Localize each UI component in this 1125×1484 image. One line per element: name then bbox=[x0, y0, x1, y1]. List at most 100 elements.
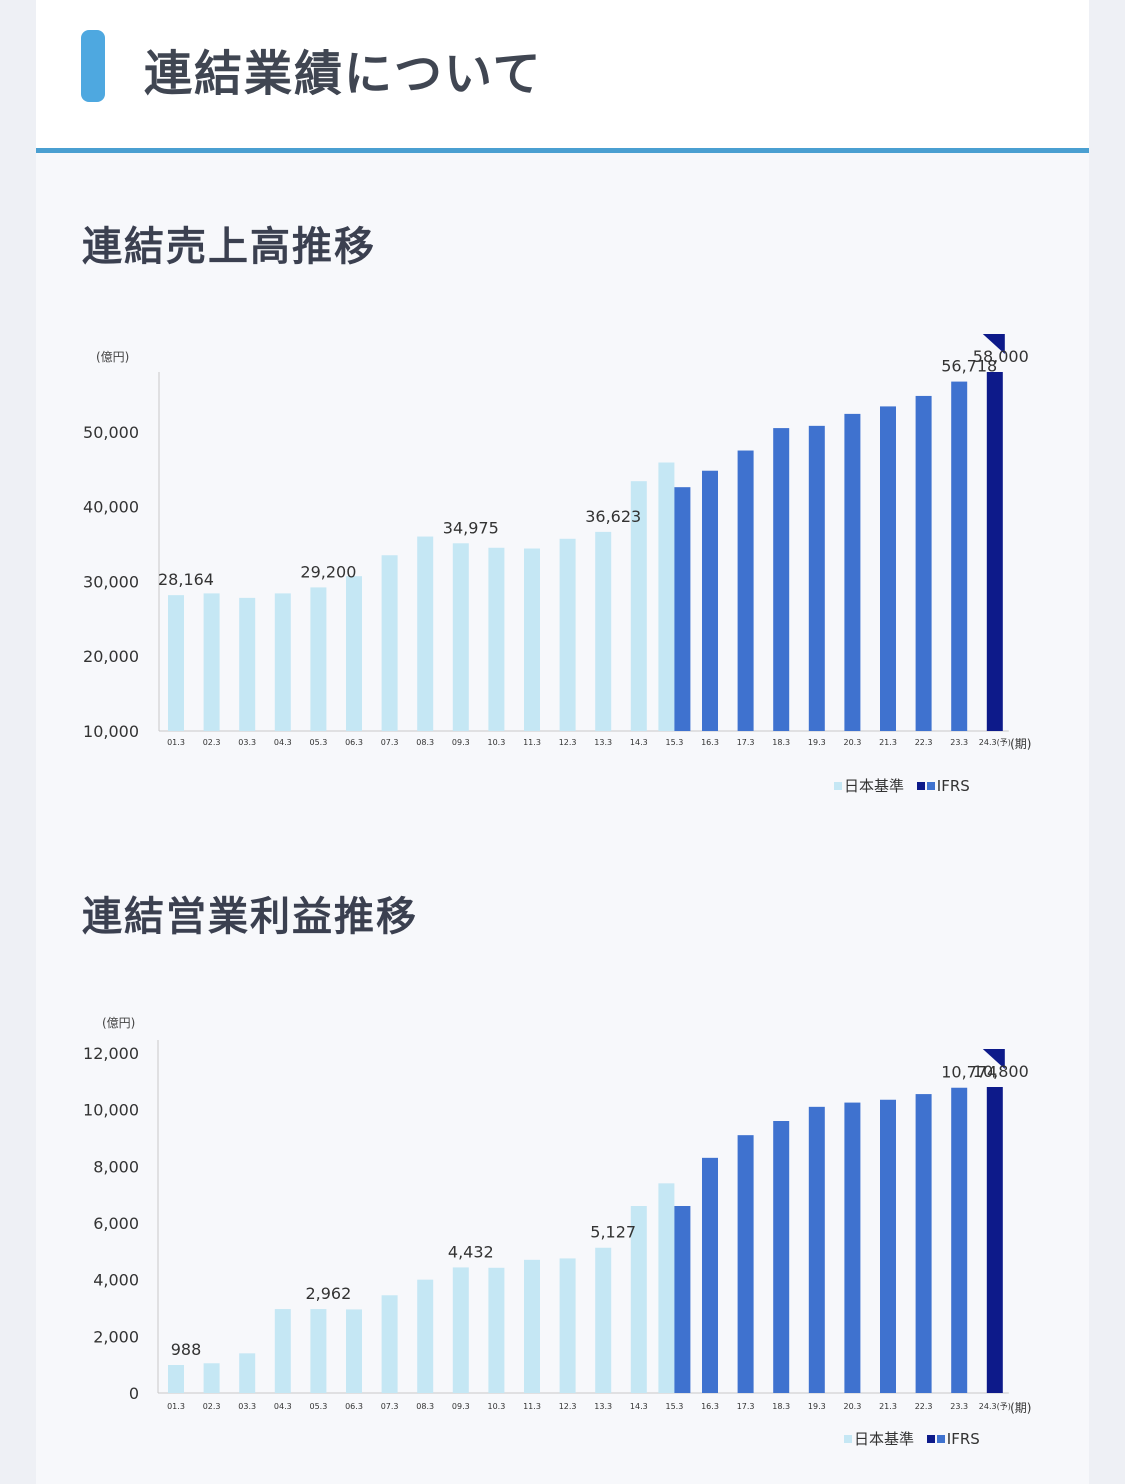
operating-profit-chart: (億円) 0 2,000 4,000 6,000 8,000 10,000 12,000 01.… bbox=[83, 1016, 1031, 1415]
bar-jgaap bbox=[168, 1365, 184, 1393]
header-accent-bar bbox=[81, 30, 105, 102]
data-label: 34,975 bbox=[443, 518, 499, 537]
data-label: 56,718 bbox=[941, 357, 997, 376]
x-tick-label: 06.3 bbox=[345, 738, 363, 747]
x-tick-label: 21.3 bbox=[879, 738, 897, 747]
x-tick-label: 06.3 bbox=[345, 1402, 363, 1411]
bar-ifrs bbox=[737, 450, 754, 731]
x-tick-label: 09.3 bbox=[452, 1402, 470, 1411]
x-tick-label: 07.3 bbox=[381, 1402, 399, 1411]
profit-chart-legend: 日本基準 IFRS bbox=[844, 1428, 988, 1449]
forecast-marker-icon bbox=[982, 1049, 1005, 1069]
x-tick-label: 12.3 bbox=[559, 1402, 577, 1411]
x-tick-label: 02.3 bbox=[203, 738, 221, 747]
sales-chart-title: 連結売上高推移 bbox=[82, 224, 376, 270]
y-axis-unit-label: (億円) bbox=[96, 350, 129, 364]
x-tick-label: 14.3 bbox=[630, 1402, 648, 1411]
x-tick-label: 13.3 bbox=[594, 1402, 612, 1411]
bar-ifrs bbox=[951, 381, 968, 731]
data-label: 29,200 bbox=[300, 562, 356, 581]
bar-ifrs bbox=[702, 470, 718, 731]
data-label: 36,623 bbox=[585, 507, 641, 526]
bar-forecast bbox=[986, 372, 1003, 731]
x-tick-label: 10.3 bbox=[487, 1402, 505, 1411]
bar-jgaap bbox=[658, 462, 675, 731]
x-tick-label: 19.3 bbox=[808, 738, 826, 747]
legend-swatch-forecast bbox=[916, 781, 925, 790]
bar-jgaap bbox=[595, 1247, 612, 1393]
forecast-marker-icon bbox=[982, 334, 1005, 354]
y-tick-label: 20,000 bbox=[83, 647, 139, 666]
data-label: 4,432 bbox=[448, 1242, 494, 1261]
bar-jgaap bbox=[239, 1353, 256, 1393]
x-tick-label: 17.3 bbox=[737, 1402, 755, 1411]
bar-ifrs bbox=[844, 413, 861, 731]
y-tick-label: 12,000 bbox=[83, 1044, 139, 1063]
bar-jgaap bbox=[559, 538, 576, 731]
x-tick-label: 20.3 bbox=[843, 1402, 861, 1411]
bar-jgaap bbox=[239, 597, 256, 731]
bar-jgaap bbox=[452, 1267, 469, 1393]
bar-jgaap bbox=[524, 1259, 540, 1393]
x-tick-label: 11.3 bbox=[523, 1402, 541, 1411]
x-tick-label: 05.3 bbox=[309, 738, 327, 747]
x-tick-label: 18.3 bbox=[772, 1402, 790, 1411]
bar-jgaap bbox=[630, 1206, 647, 1393]
legend-label-jgaap: 日本基準 bbox=[854, 1430, 915, 1448]
y-tick-label: 2,000 bbox=[93, 1327, 139, 1346]
bar-ifrs bbox=[808, 1106, 825, 1393]
data-label: 10,800 bbox=[973, 1062, 1029, 1081]
bar-ifrs bbox=[773, 428, 790, 731]
x-tick-label: 16.3 bbox=[701, 738, 719, 747]
bar-ifrs bbox=[773, 1121, 790, 1393]
bar-jgaap bbox=[595, 531, 612, 731]
x-tick-label: 15.3 bbox=[665, 738, 683, 747]
bar-jgaap bbox=[658, 1183, 675, 1393]
y-tick-label: 10,000 bbox=[83, 1101, 139, 1120]
x-tick-label: 13.3 bbox=[594, 738, 612, 747]
bar-jgaap bbox=[559, 1258, 576, 1393]
x-tick-label: 14.3 bbox=[630, 738, 648, 747]
y-axis-unit-label: (億円) bbox=[102, 1016, 135, 1030]
profit-chart-title: 連結営業利益推移 bbox=[82, 894, 418, 940]
legend-swatch-jgaap bbox=[834, 781, 842, 790]
y-tick-label: 10,000 bbox=[83, 722, 139, 741]
legend-label-ifrs: IFRS bbox=[936, 776, 970, 795]
x-tick-label: 04.3 bbox=[274, 738, 292, 747]
x-tick-label: 17.3 bbox=[737, 738, 755, 747]
x-tick-label: 20.3 bbox=[843, 738, 861, 747]
bar-jgaap bbox=[274, 1309, 291, 1393]
sales-chart-legend: 日本基準 IFRS bbox=[834, 775, 978, 796]
x-axis-period-label: (期) bbox=[1010, 1401, 1031, 1415]
page-container: 連結業績について 連結売上高推移 (億円) 10,000 20,000 30,000 4… bbox=[36, 0, 1089, 1484]
y-tick-label: 40,000 bbox=[83, 498, 139, 517]
x-tick-label: 18.3 bbox=[772, 738, 790, 747]
data-label: 2,962 bbox=[305, 1284, 351, 1303]
x-tick-label: 23.3 bbox=[950, 1402, 968, 1411]
data-label: 28,164 bbox=[158, 570, 214, 589]
bar-jgaap bbox=[417, 536, 434, 731]
data-label: 10,774 bbox=[941, 1063, 997, 1082]
x-axis-period-label: (期) bbox=[1010, 737, 1031, 751]
bar-jgaap bbox=[346, 1309, 362, 1393]
legend-swatch-ifrs bbox=[926, 781, 935, 790]
x-tick-label: 10.3 bbox=[487, 738, 505, 747]
data-label: 5,127 bbox=[590, 1223, 636, 1242]
bar-ifrs bbox=[808, 425, 825, 731]
x-tick-label: 22.3 bbox=[915, 1402, 933, 1411]
x-tick-label: 01.3 bbox=[167, 738, 185, 747]
x-tick-label: 09.3 bbox=[452, 738, 470, 747]
bar-jgaap bbox=[488, 1267, 505, 1393]
data-label: 988 bbox=[171, 1340, 202, 1359]
x-tick-label: 04.3 bbox=[274, 1402, 292, 1411]
x-tick-label: 15.3 bbox=[665, 1402, 683, 1411]
legend-label-ifrs: IFRS bbox=[946, 1429, 980, 1448]
y-tick-label: 30,000 bbox=[83, 572, 139, 591]
x-tick-label: 11.3 bbox=[523, 738, 541, 747]
bar-jgaap bbox=[381, 1295, 398, 1393]
bar-jgaap bbox=[168, 595, 184, 731]
sales-chart: (億円) 10,000 20,000 30,000 40,000 50,000 01.3 02… bbox=[83, 334, 1031, 751]
x-tick-label: 24.3(予) bbox=[979, 1402, 1011, 1411]
legend-swatch-forecast bbox=[926, 1434, 935, 1443]
x-tick-label: 05.3 bbox=[309, 1402, 327, 1411]
